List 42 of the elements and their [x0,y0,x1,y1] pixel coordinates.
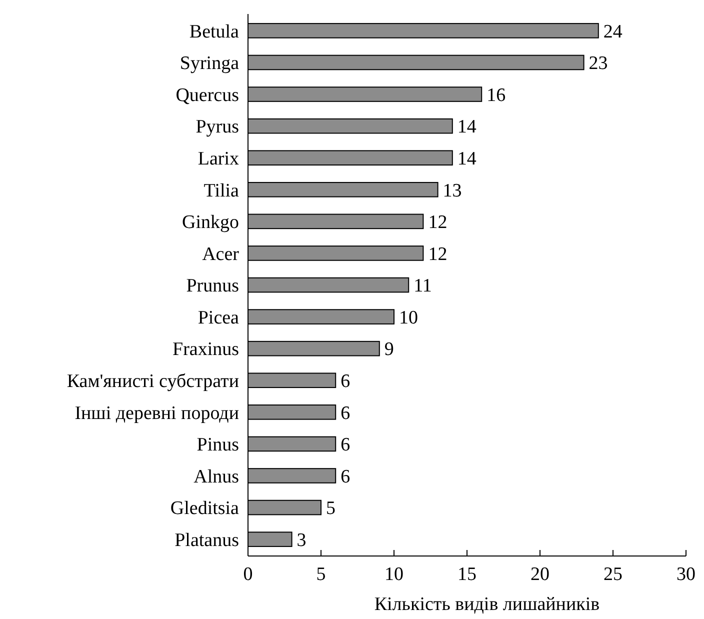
x-tick-label: 20 [530,564,550,585]
y-tick-label: Tilia [204,180,240,202]
x-tick-label: 30 [676,564,696,585]
data-label: 14 [457,116,477,138]
data-label: 13 [442,180,462,202]
y-tick-label: Quercus [176,84,239,106]
x-axis-title: Кількість видів лишайників [374,594,600,615]
data-label: 6 [340,434,350,456]
y-tick-label: Pinus [196,434,239,456]
data-label: 23 [588,53,608,74]
data-label: 9 [384,339,394,360]
y-tick-label: Platanus [174,530,239,551]
data-label: 24 [603,21,623,42]
x-tick-label: 10 [384,564,404,585]
y-tick-label: Picea [198,307,240,328]
y-tick-label: Syringa [180,53,240,74]
data-label: 11 [414,276,432,297]
y-tick-label: Pyrus [196,116,239,138]
x-tick-label: 5 [316,564,326,585]
x-tick-label: 25 [604,564,622,585]
y-tick-label: Alnus [194,466,239,488]
y-tick-label: Fraxinus [172,339,239,360]
data-label: 5 [326,498,336,520]
y-tick-label: Інші деревні породи [74,402,239,424]
x-tick-label: 0 [243,564,253,585]
x-tick-label: 15 [458,564,476,585]
y-tick-label: Кам'янисті субстрати [66,371,239,392]
y-tick-label: Gleditsia [170,498,240,520]
data-label: 12 [428,244,448,265]
data-label: 10 [399,307,418,328]
data-label: 6 [340,371,350,392]
data-label: 12 [428,212,448,234]
y-tick-label: Larix [198,148,240,170]
y-tick-label: Betula [189,21,240,42]
y-tick-label: Ginkgo [182,212,239,234]
data-label: 6 [340,402,350,424]
data-label: 14 [457,148,477,170]
data-label: 16 [486,84,506,106]
data-label: 6 [340,466,350,488]
y-tick-label: Prunus [186,276,239,297]
data-label: 3 [296,530,306,551]
y-tick-label: Acer [202,244,240,265]
